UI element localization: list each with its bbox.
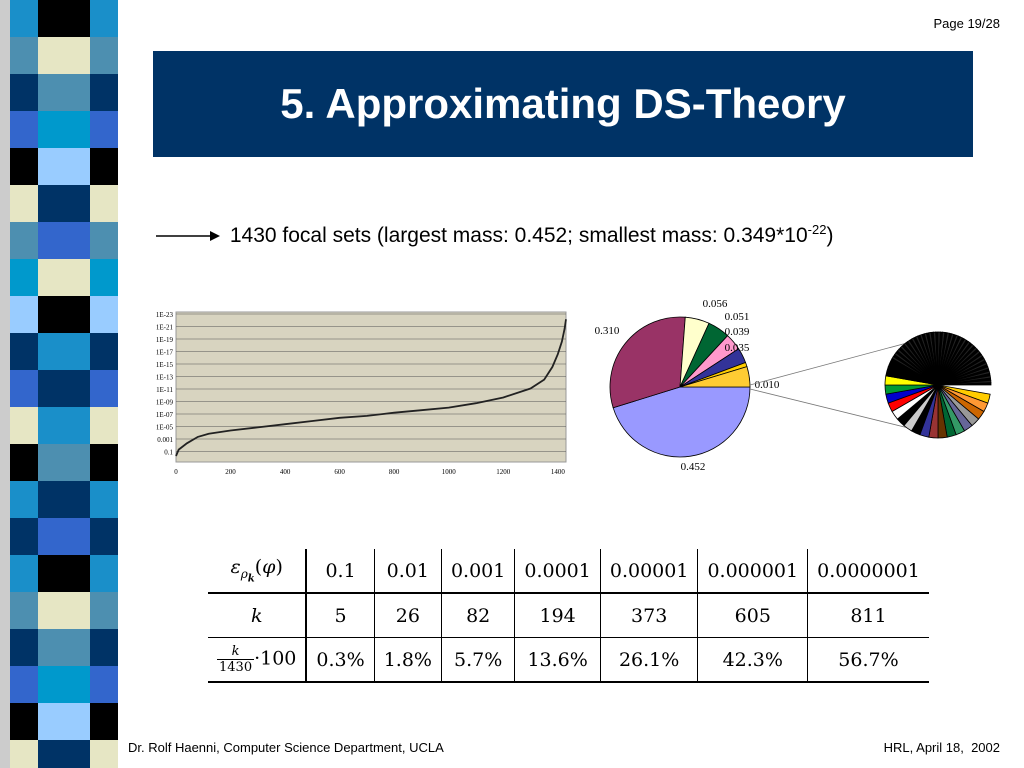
pie-label: 0.035 <box>725 342 750 354</box>
percentage-cell: 56.7% <box>807 637 929 683</box>
threshold-cell: 0.001 <box>441 549 516 594</box>
bullet-closing: ) <box>826 224 834 247</box>
pie-label: 0.039 <box>725 326 750 338</box>
x-tick-label: 600 <box>334 468 345 476</box>
slide-title: 5. Approximating DS-Theory <box>280 80 846 127</box>
percentage-cell: 0.3% <box>306 637 375 683</box>
pie-label: 0.452 <box>681 461 706 473</box>
percentage-cell: 13.6% <box>514 637 601 683</box>
y-tick-label: 1E-05 <box>156 424 174 432</box>
threshold-cell: 0.00001 <box>600 549 699 594</box>
x-tick-label: 1200 <box>496 468 511 476</box>
x-tick-label: 800 <box>389 468 400 476</box>
x-tick-label: 1400 <box>551 468 566 476</box>
y-tick-label: 1E-11 <box>156 386 173 394</box>
threshold-cell: 0.0000001 <box>807 549 929 594</box>
threshold-cell: 0.000001 <box>697 549 809 594</box>
pie-slice-remainder <box>679 366 751 388</box>
pie-label: 0.051 <box>725 311 750 323</box>
percentage-header: k 1430·100 <box>208 637 308 683</box>
x-tick-label: 0 <box>174 468 178 476</box>
mass-distribution-line-chart: 1E-23 1E-21 1E-19 1E-17 1E-15 1E-13 1E-11 1E-09… <box>156 311 567 476</box>
k-row: k 5 26 82 194 373 605 811 <box>208 593 929 638</box>
k-cell: 5 <box>306 593 375 638</box>
epsilon-header: ερk(φ) <box>208 549 308 594</box>
k-cell: 82 <box>441 593 516 638</box>
footer-author: Dr. Rolf Haenni, Computer Science Depart… <box>128 740 444 755</box>
percentage-cell: 26.1% <box>600 637 699 683</box>
k-cell: 194 <box>514 593 601 638</box>
bullet-exponent: -22 <box>807 222 827 237</box>
approximation-table: ερk(φ) 0.1 0.01 0.001 0.0001 0.00001 0.0… <box>208 549 929 683</box>
y-tick-label: 1E-17 <box>156 349 174 357</box>
bullet-point: 1430 focal sets (largest mass: 0.452; sm… <box>154 222 833 248</box>
y-tick-label: 1E-09 <box>156 399 174 407</box>
threshold-cell: 0.1 <box>306 549 375 594</box>
arrow-right-icon <box>156 231 220 242</box>
page-number: Page 19/28 <box>933 16 1000 31</box>
pie-label: 0.056 <box>703 298 728 310</box>
percentage-cell: 1.8% <box>374 637 442 683</box>
y-tick-label: 1E-07 <box>156 411 174 419</box>
x-tick-label: 400 <box>280 468 291 476</box>
x-tick-label: 1000 <box>442 468 457 476</box>
percentage-cell: 5.7% <box>441 637 516 683</box>
percentage-cell: 42.3% <box>697 637 809 683</box>
pie-slice <box>609 316 686 409</box>
pie-label: 0.310 <box>595 325 620 337</box>
y-tick-label: 0.001 <box>157 436 173 444</box>
pie-label: 0.010 <box>755 379 780 391</box>
detail-pie-slice <box>937 382 992 386</box>
k-header: k <box>208 593 308 638</box>
threshold-cell: 0.0001 <box>514 549 601 594</box>
threshold-row: ερk(φ) 0.1 0.01 0.001 0.0001 0.00001 0.0… <box>208 549 929 594</box>
y-tick-label: 0.1 <box>164 449 173 457</box>
y-tick-label: 1E-21 <box>156 324 174 332</box>
y-tick-label: 1E-13 <box>156 374 174 382</box>
footer-date: HRL, April 18, 2002 <box>883 740 1000 755</box>
mass-series-line <box>175 319 567 457</box>
threshold-cell: 0.01 <box>374 549 442 594</box>
x-tick-label: 200 <box>225 468 236 476</box>
k-cell: 26 <box>374 593 442 638</box>
y-tick-label: 1E-15 <box>156 361 174 369</box>
percentage-row: k 1430·100 0.3% 1.8% 5.7% 13.6% 26.1% 42.… <box>208 637 929 683</box>
y-tick-label: 1E-23 <box>156 311 174 319</box>
title-banner: 5. Approximating DS-Theory <box>153 51 973 157</box>
y-tick-label: 1E-19 <box>156 336 174 344</box>
bullet-text: 1430 focal sets (largest mass: 0.452; sm… <box>229 224 808 247</box>
k-cell: 605 <box>697 593 809 638</box>
k-cell: 373 <box>600 593 699 638</box>
decorative-stripe-bar <box>0 0 118 768</box>
k-cell: 811 <box>807 593 929 638</box>
pie-slice <box>612 386 751 458</box>
